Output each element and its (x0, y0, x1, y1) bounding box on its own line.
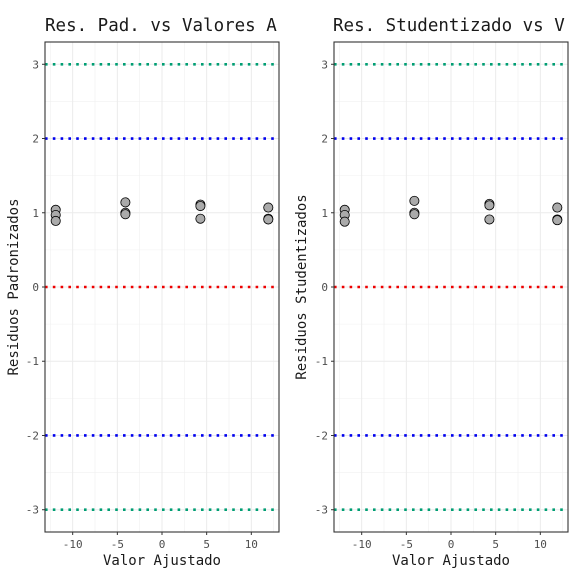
data-point (339, 216, 350, 227)
y-tick-label: -2 (315, 429, 328, 442)
data-points (339, 195, 563, 227)
y-tick-label: -2 (26, 429, 39, 442)
x-tick-label: -5 (400, 538, 413, 551)
y-tick-label: 2 (32, 133, 39, 146)
data-point (484, 214, 495, 225)
data-point (263, 214, 274, 225)
y-axis-title: Residuos Padronizados (6, 198, 22, 375)
data-points (50, 197, 274, 226)
data-point (409, 195, 420, 206)
x-axis-title: Valor Ajustado (392, 553, 510, 569)
y-tick-label: 3 (32, 58, 39, 71)
y-tick-label: -1 (315, 355, 328, 368)
data-point (552, 215, 563, 226)
data-point (195, 201, 206, 212)
data-point (195, 213, 206, 224)
y-axis-title: Residuos Studentizados (294, 194, 310, 379)
y-tick-label: 0 (32, 281, 39, 294)
chart-title: Res. Studentizado vs V (333, 16, 565, 36)
x-tick-label: -10 (63, 538, 83, 551)
x-tick-label: 5 (492, 538, 499, 551)
y-tick-label: 3 (321, 58, 328, 71)
x-tick-label: -5 (111, 538, 124, 551)
data-point (552, 202, 563, 213)
reference-lines (334, 62, 568, 512)
x-tick-label: 5 (203, 538, 210, 551)
y-tick-label: 2 (321, 133, 328, 146)
data-point (120, 209, 131, 220)
y-tick-label: -3 (315, 504, 328, 517)
chart-title: Res. Pad. vs Valores A (45, 16, 277, 36)
x-tick-label: -10 (352, 538, 372, 551)
x-tick-label: 10 (534, 538, 547, 551)
y-tick-label: 1 (32, 207, 39, 220)
data-point (50, 215, 61, 226)
y-tick-label: -1 (26, 355, 39, 368)
x-tick-label: 10 (245, 538, 258, 551)
y-tick-label: 0 (321, 281, 328, 294)
x-axis-title: Valor Ajustado (103, 553, 221, 569)
data-point (484, 200, 495, 211)
y-tick-label: 1 (321, 207, 328, 220)
reference-lines (45, 62, 279, 512)
x-tick-label: 0 (159, 538, 166, 551)
data-point (120, 197, 131, 208)
data-point (409, 209, 420, 220)
x-tick-label: 0 (448, 538, 455, 551)
data-point (263, 202, 274, 213)
y-tick-label: -3 (26, 504, 39, 517)
